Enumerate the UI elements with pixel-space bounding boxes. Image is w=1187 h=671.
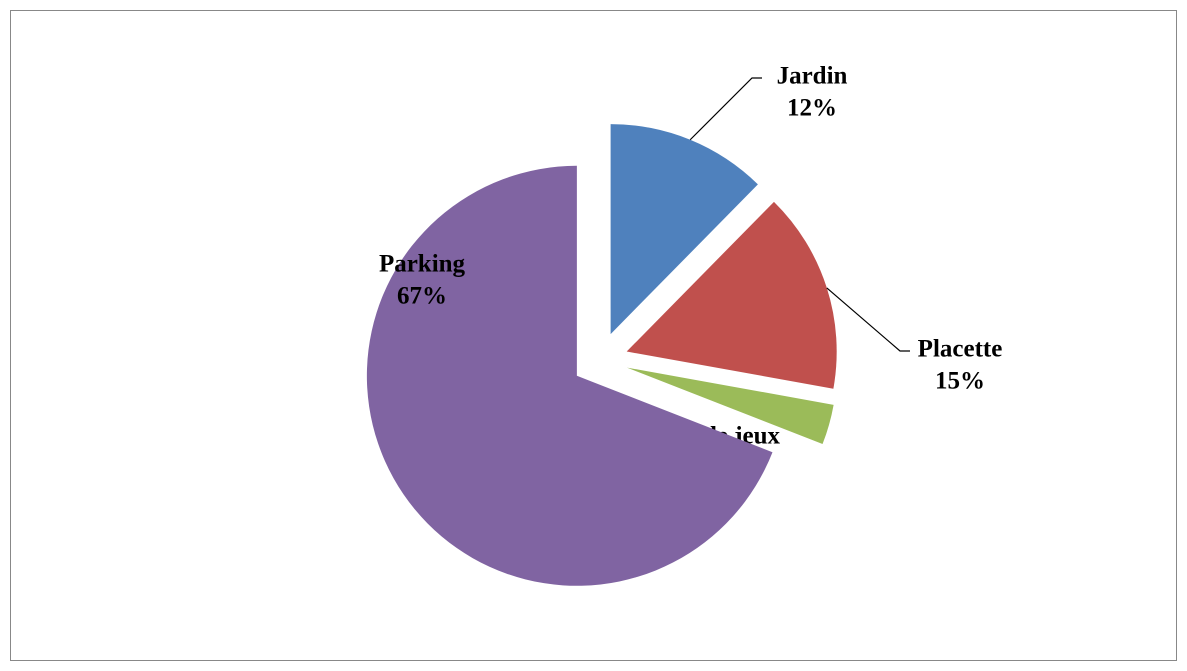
- slice-label: Jardin: [777, 63, 848, 90]
- slice-label: Parking: [379, 251, 466, 278]
- pie-slice: [366, 165, 773, 586]
- pie-slice: [626, 367, 834, 445]
- leader-line: [689, 77, 762, 141]
- slice-value-label: 15%: [935, 368, 985, 395]
- slice-value-label: 12%: [787, 95, 837, 122]
- slice-value-label: 67%: [397, 283, 447, 310]
- leader-line: [826, 287, 910, 352]
- pie-slice: [610, 124, 758, 335]
- pie-slice: [626, 201, 837, 389]
- slice-label: Placette: [918, 336, 1003, 363]
